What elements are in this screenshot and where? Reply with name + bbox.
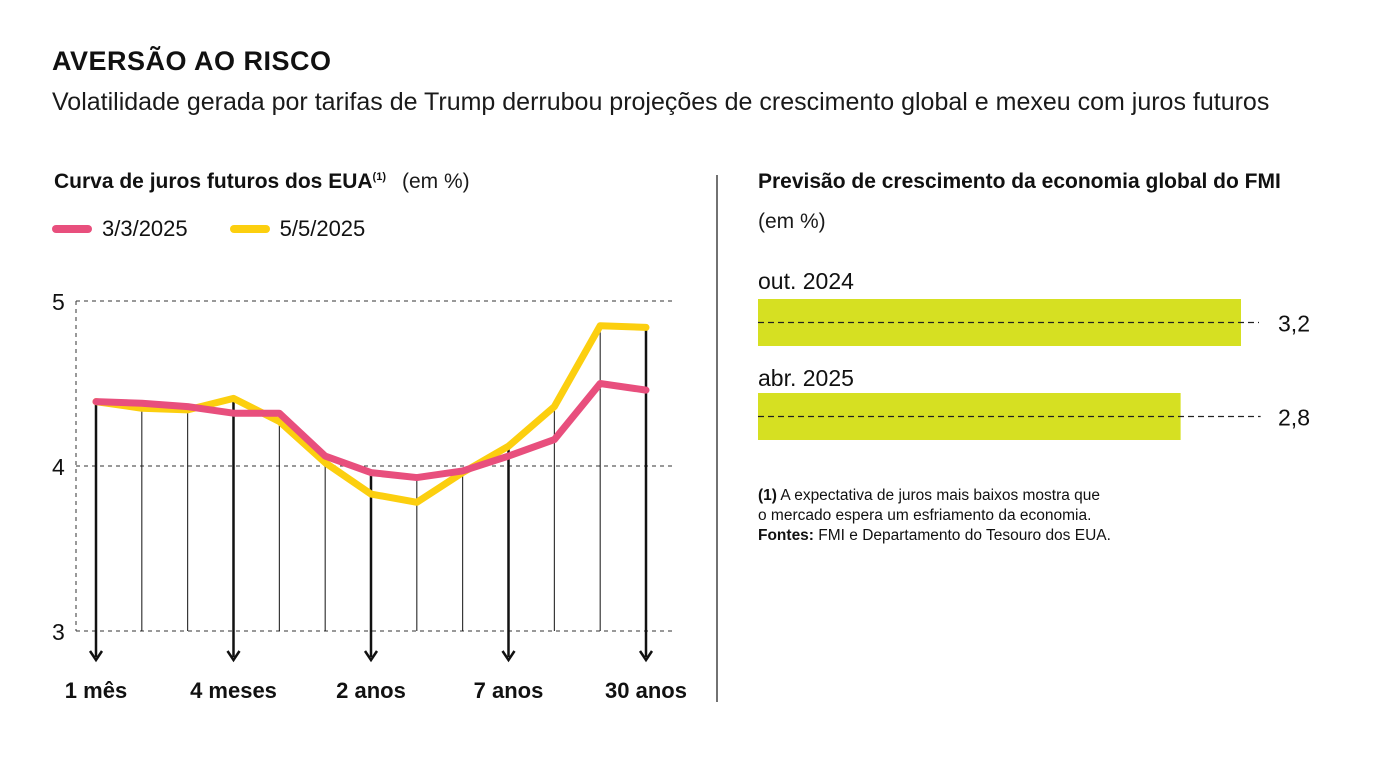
yield-chart-title: Curva de juros futuros dos EUA(1): [54, 170, 386, 194]
x-tick-label-3: 4 meses: [190, 678, 277, 703]
y-tick-label-3: 3: [52, 619, 65, 645]
yield-curve-chart: 3 4 5 1 mês 4 meses 2 anos 7 anos 30 anos: [52, 289, 687, 703]
legend-label-may: 5/5/2025: [279, 216, 366, 241]
y-tick-label-5: 5: [52, 289, 65, 315]
footnote-1-marker: (1): [758, 487, 777, 504]
subtitle: Volatilidade gerada por tarifas de Trump…: [52, 88, 1270, 116]
x-arrow-9: [501, 650, 516, 663]
x-arrow-0: [88, 650, 104, 663]
legend-item-march: 3/3/2025: [52, 216, 188, 242]
sources-label: Fontes:: [758, 527, 814, 544]
sources: Fontes: FMI e Departamento do Tesouro do…: [758, 526, 1111, 546]
x-arrow-12: [638, 650, 654, 663]
x-arrow-6: [363, 650, 379, 663]
legend-swatch-march: [52, 225, 92, 233]
legend-label-march: 3/3/2025: [102, 216, 188, 241]
x-tick-label-9: 7 anos: [474, 678, 544, 703]
sources-text: FMI e Departamento do Tesouro dos EUA.: [813, 527, 1111, 544]
y-tick-label-4: 4: [52, 454, 65, 480]
legend: 3/3/2025 5/5/2025: [52, 216, 407, 242]
yield-chart-title-text: Curva de juros futuros dos EUA: [54, 170, 373, 193]
x-tick-label-12: 30 anos: [605, 678, 687, 703]
imf-chart-title: Previsão de crescimento da economia glob…: [758, 170, 1281, 193]
imf-chart-unit: (em %): [758, 210, 826, 233]
x-tick-label-6: 2 anos: [336, 678, 406, 703]
x-tick-label-0: 1 mês: [65, 678, 127, 703]
yield-chart-unit: (em %): [402, 170, 470, 193]
footnote-1-text: A expectativa de juros mais baixos mostr…: [776, 487, 1101, 504]
legend-item-may: 5/5/2025: [229, 216, 366, 242]
footnotes: (1) A expectativa de juros mais baixos m…: [758, 486, 1111, 546]
imf-growth-chart: 3,2 2,8: [758, 299, 1310, 440]
main-title: AVERSÃO AO RISCO: [52, 46, 332, 76]
bar-value-label-0: 3,2: [1278, 311, 1310, 337]
legend-swatch-may: [229, 225, 270, 233]
bar-category-apr-2025: abr. 2025: [758, 365, 854, 391]
yield-chart-title-note: (1): [372, 171, 386, 183]
footnote-1-text-line2: o mercado espera um esfriamento da econo…: [758, 507, 1092, 524]
footnote-1: (1) A expectativa de juros mais baixos m…: [758, 486, 1111, 506]
series-line-3-3-2025: [92, 380, 650, 482]
bar-category-oct-2024: out. 2024: [758, 268, 854, 294]
x-arrow-3: [226, 650, 241, 663]
bar-value-label-1: 2,8: [1278, 405, 1310, 431]
